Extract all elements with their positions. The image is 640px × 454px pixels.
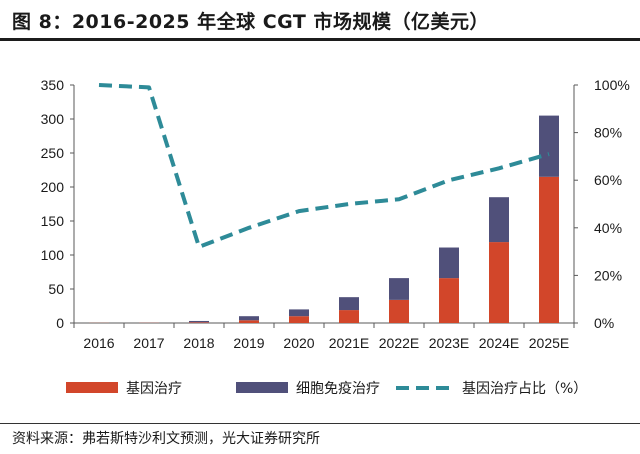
y-left-tick-label: 150	[41, 213, 65, 229]
bar-cell-therapy	[289, 309, 309, 317]
y-right-tick-label: 40%	[594, 220, 622, 236]
bar-cell-therapy	[539, 115, 559, 177]
y-left-tick-label: 100	[41, 247, 65, 263]
legend-label-1: 基因治疗	[126, 380, 182, 397]
bar-cell-therapy	[339, 297, 359, 311]
y-left-tick-label: 50	[48, 281, 64, 297]
legend-label-2: 细胞免疫治疗	[296, 381, 380, 397]
y-right-tick-label: 100%	[594, 77, 630, 93]
bar-cell-therapy	[239, 316, 259, 321]
y-left-tick-label: 200	[41, 179, 65, 195]
y-right-tick-label: 0%	[594, 315, 614, 331]
legend-label-3: 基因治疗占比（%）	[462, 380, 587, 397]
bar-gene-therapy	[539, 176, 559, 323]
bar-gene-therapy	[389, 299, 409, 323]
x-tick-label: 2019	[233, 335, 264, 351]
x-tick-label: 2021E	[329, 335, 369, 351]
legend-swatch-1	[66, 382, 118, 393]
y-left-tick-label: 300	[41, 111, 65, 127]
y-right-tick-label: 80%	[594, 125, 622, 141]
figure-title: 图 8：2016-2025 年全球 CGT 市场规模（亿美元）	[12, 11, 489, 33]
y-right-tick-label: 60%	[594, 172, 622, 188]
x-tick-label: 2022E	[379, 335, 419, 351]
bar-gene-therapy	[439, 278, 459, 323]
source-divider	[0, 423, 640, 424]
x-tick-label: 2024E	[479, 335, 519, 351]
bar-cell-therapy	[389, 278, 409, 300]
y-right-tick-label: 20%	[594, 267, 622, 283]
chart-legend: 基因治疗 细胞免疫治疗 基因治疗占比（%）	[66, 380, 587, 397]
y-left-tick-label: 350	[41, 77, 65, 93]
title-divider	[0, 38, 640, 41]
bar-gene-therapy	[339, 310, 359, 323]
x-tick-label: 2020	[283, 335, 314, 351]
x-tick-label: 2017	[133, 335, 164, 351]
bar-gene-therapy	[189, 322, 209, 323]
y-left-tick-label: 250	[41, 145, 65, 161]
y-left-tick-label: 0	[56, 315, 64, 331]
ratio-line-layer	[98, 83, 550, 249]
chart-tick-labels: 0 50 100 150 200 250 300 350 0% 20% 40% 60% 80% 100% 2…	[41, 77, 630, 351]
source-note: 资料来源：弗若斯特沙利文预测，光大证券研究所	[12, 431, 320, 447]
x-tick-label: 2023E	[429, 335, 469, 351]
x-tick-label: 2025E	[529, 335, 569, 351]
bar-cell-therapy	[189, 320, 209, 323]
bar-cell-therapy	[489, 197, 509, 243]
bar-cell-therapy	[439, 247, 459, 279]
chart: 0 50 100 150 200 250 300 350 0% 20% 40% 60% 80% 100% 2…	[41, 77, 630, 397]
bar-gene-therapy	[239, 320, 259, 323]
legend-swatch-2	[236, 382, 288, 393]
chart-bars	[89, 115, 559, 323]
x-tick-label: 2018	[183, 335, 214, 351]
bar-gene-therapy	[289, 316, 309, 323]
x-tick-label: 2016	[83, 335, 114, 351]
bar-gene-therapy	[489, 242, 509, 323]
ratio-line	[98, 83, 550, 249]
